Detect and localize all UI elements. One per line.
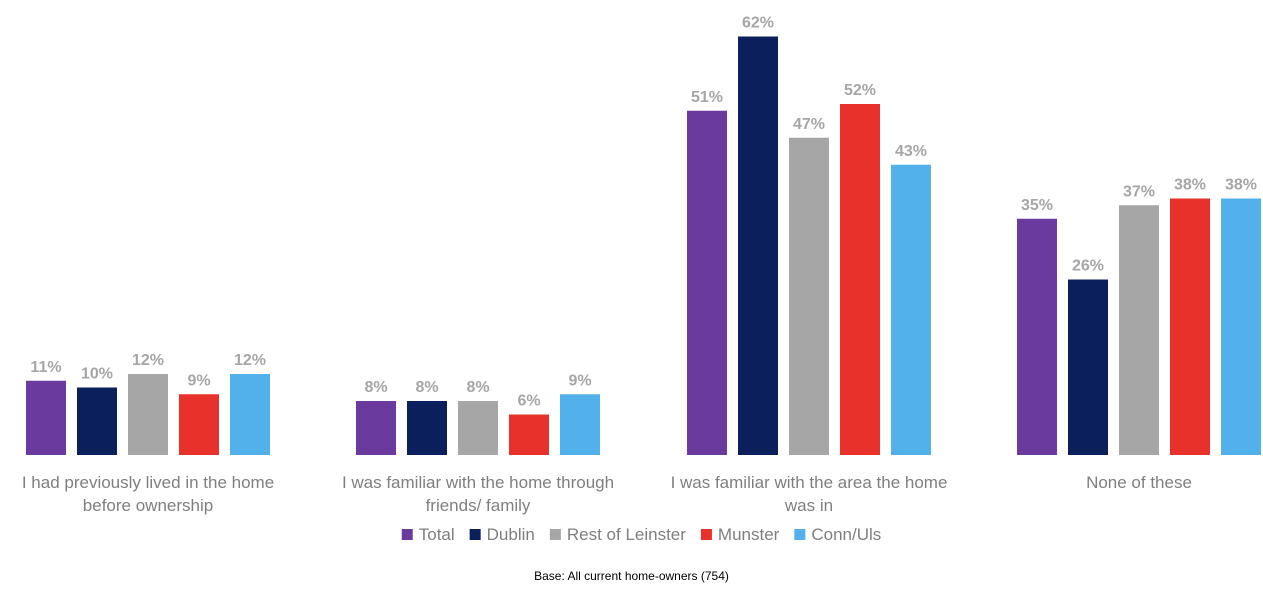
legend-label-4: Conn/Uls bbox=[811, 525, 881, 544]
bars-layer bbox=[26, 36, 1261, 455]
bar-3-0 bbox=[1017, 218, 1057, 455]
value-label-2-3: 52% bbox=[844, 82, 876, 99]
bar-3-2 bbox=[1119, 205, 1159, 455]
bar-2-4 bbox=[891, 164, 931, 455]
bar-1-2 bbox=[458, 401, 498, 455]
value-label-3-3: 38% bbox=[1174, 177, 1206, 194]
legend-swatch-0 bbox=[401, 529, 413, 540]
value-label-1-1: 8% bbox=[415, 379, 438, 396]
value-label-2-4: 43% bbox=[895, 143, 927, 160]
legend-swatch-3 bbox=[700, 529, 712, 540]
legend-item-2: Rest of Leinster bbox=[549, 525, 686, 544]
bar-2-0 bbox=[687, 110, 727, 455]
value-label-0-1: 10% bbox=[81, 366, 113, 383]
bar-1-4 bbox=[560, 394, 600, 455]
legend-swatch-4 bbox=[794, 529, 806, 540]
category-label-3: None of these bbox=[1086, 473, 1192, 492]
value-label-3-4: 38% bbox=[1225, 177, 1257, 194]
base-note: Base: All current home-owners (754) bbox=[534, 569, 729, 583]
value-label-1-4: 9% bbox=[568, 372, 591, 389]
bar-3-3 bbox=[1170, 198, 1210, 455]
value-label-3-0: 35% bbox=[1021, 197, 1053, 214]
value-label-3-1: 26% bbox=[1072, 258, 1104, 275]
bar-0-2 bbox=[128, 374, 168, 455]
value-label-0-3: 9% bbox=[187, 372, 210, 389]
legend: Total Dublin Rest of Leinster Munster Conn/U… bbox=[401, 525, 881, 544]
value-label-0-0: 11% bbox=[30, 359, 61, 376]
category-label-2: I was familiar with the area the home was… bbox=[671, 473, 948, 515]
bar-2-2 bbox=[789, 137, 829, 455]
bar-0-1 bbox=[77, 387, 117, 455]
bar-0-3 bbox=[179, 394, 219, 455]
bar-1-3 bbox=[509, 414, 549, 455]
legend-item-1: Dublin bbox=[469, 525, 535, 544]
bar-1-0 bbox=[356, 401, 396, 455]
bar-2-1 bbox=[738, 36, 778, 455]
legend-label-2: Rest of Leinster bbox=[567, 525, 686, 544]
legend-label-3: Munster bbox=[718, 525, 780, 544]
value-label-3-2: 37% bbox=[1123, 183, 1155, 200]
category-labels-layer: I had previously lived in the home before… bbox=[22, 473, 1192, 515]
bar-3-4 bbox=[1221, 198, 1261, 455]
value-labels-layer: 11% 10% 12% 9% 12% 8% 8% 8% 6% 9% 51% 62% 47% 52% 43% 3… bbox=[30, 15, 1257, 410]
legend-label-1: Dublin bbox=[487, 525, 535, 544]
bar-3-1 bbox=[1068, 279, 1108, 455]
bar-2-3 bbox=[840, 104, 880, 455]
value-label-2-2: 47% bbox=[793, 116, 825, 133]
value-label-0-4: 12% bbox=[234, 352, 266, 369]
category-label-0: I had previously lived in the home before… bbox=[22, 473, 274, 515]
legend-item-0: Total bbox=[401, 525, 455, 544]
legend-swatch-1 bbox=[469, 529, 481, 540]
bar-0-4 bbox=[230, 374, 270, 455]
value-label-0-2: 12% bbox=[132, 352, 164, 369]
bar-1-1 bbox=[407, 401, 447, 455]
legend-label-0: Total bbox=[419, 525, 455, 544]
legend-swatch-2 bbox=[549, 529, 561, 540]
legend-item-3: Munster bbox=[700, 525, 780, 544]
value-label-1-0: 8% bbox=[364, 379, 387, 396]
bar-chart: 11% 10% 12% 9% 12% 8% 8% 8% 6% 9% 51% 62% 47% 52% 43% 3… bbox=[22, 15, 1261, 544]
legend-item-4: Conn/Uls bbox=[794, 525, 881, 544]
value-label-2-1: 62% bbox=[742, 15, 774, 32]
value-label-2-0: 51% bbox=[691, 89, 723, 106]
value-label-1-2: 8% bbox=[466, 379, 489, 396]
value-label-1-3: 6% bbox=[517, 393, 540, 410]
bar-0-0 bbox=[26, 380, 66, 455]
category-label-1: I was familiar with the home through frie… bbox=[342, 473, 614, 515]
